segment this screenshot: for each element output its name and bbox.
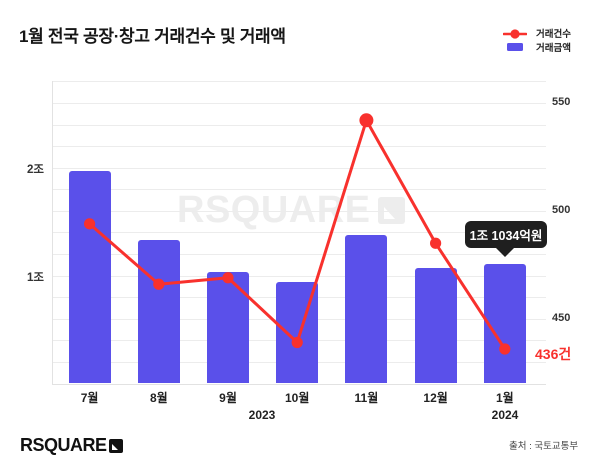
bar-11월 <box>345 234 388 384</box>
x-label-12월: 12월 <box>423 391 448 405</box>
page-title: 1월 전국 공장·창고 거래건수 및 거래액 <box>19 27 286 46</box>
bar-swatch-icon <box>507 42 523 51</box>
rsquare-logo-text: RSQUARE <box>20 435 107 455</box>
gridline <box>52 103 546 105</box>
x-label-11월: 11월 <box>354 391 379 405</box>
last-point-value-label: 436건 <box>535 346 572 362</box>
x-label-8월: 8월 <box>149 391 168 405</box>
bar-10월 <box>276 282 319 384</box>
legend-item-count: 거래건수 <box>502 26 571 40</box>
legend-label-count: 거래건수 <box>536 28 571 40</box>
bar-8월 <box>137 239 180 384</box>
line-dot-icon <box>502 27 528 39</box>
gridline <box>52 81 546 83</box>
gridline <box>52 254 546 256</box>
gridline <box>52 124 546 126</box>
year-label-2023: 2023 <box>248 408 276 422</box>
gridline <box>52 210 546 212</box>
y-tick-right-550: 550 <box>552 96 571 109</box>
gridline <box>52 189 546 191</box>
y-axis-line <box>52 81 53 385</box>
y-tick-left-2조: 2조 <box>27 163 44 176</box>
value-callout: 1조 1034억원 <box>465 221 547 257</box>
x-label-7월: 7월 <box>80 391 99 405</box>
bar-7월 <box>68 170 111 384</box>
x-label-10월: 10월 <box>284 391 310 405</box>
data-point-12월 <box>430 237 442 249</box>
y-tick-left-1조: 1조 <box>27 271 44 284</box>
gridline <box>52 146 546 148</box>
bar-1월 <box>483 264 526 384</box>
y-tick-right-450: 450 <box>552 311 571 324</box>
bar-12월 <box>414 268 457 384</box>
x-label-9월: 9월 <box>219 391 237 405</box>
rsquare-logo: RSQUARE <box>20 435 123 456</box>
gridline <box>52 383 546 385</box>
gridline <box>52 275 546 277</box>
source-text: 출처 : 국토교통부 <box>509 441 579 452</box>
legend: 거래건수 거래금액 <box>502 26 571 54</box>
legend-item-amount: 거래금액 <box>503 40 571 54</box>
year-label-2024: 2024 <box>491 408 519 422</box>
gridline <box>52 167 546 169</box>
y-tick-right-500: 500 <box>552 203 571 216</box>
legend-label-amount: 거래금액 <box>536 42 571 54</box>
x-label-1월: 1월 <box>495 391 514 405</box>
bar-9월 <box>207 272 249 384</box>
rsquare-logo-mark-icon <box>108 439 123 453</box>
